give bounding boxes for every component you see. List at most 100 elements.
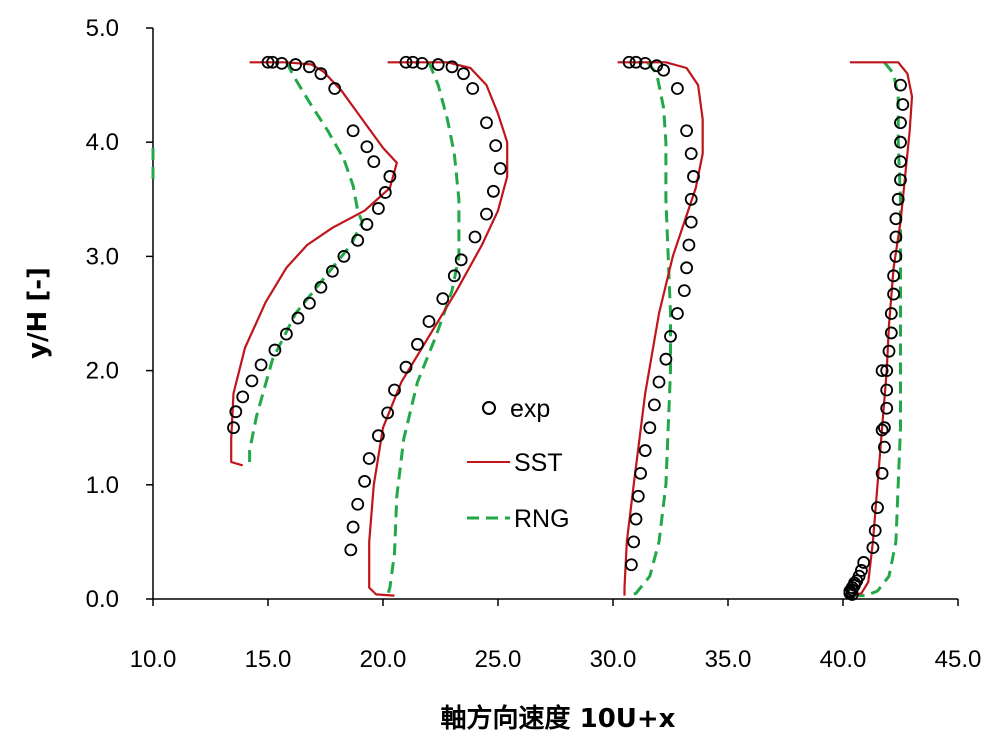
exp-point xyxy=(371,202,385,215)
exp-points-x=40 xyxy=(843,78,910,601)
exp-point xyxy=(314,280,328,294)
exp-point xyxy=(229,405,243,419)
exp-point xyxy=(687,170,700,183)
x-tick-label: 30.0 xyxy=(590,646,637,673)
exp-point xyxy=(367,155,381,169)
exp-point xyxy=(358,474,372,488)
legend-label-rng: RNG xyxy=(514,505,570,533)
exp-point xyxy=(388,383,401,397)
exp-point xyxy=(447,269,461,283)
exp-point xyxy=(431,58,445,71)
exp-point xyxy=(415,57,429,70)
x-axis-title: 軸方向速度 10U+x xyxy=(441,703,676,734)
x-tick-label: 35.0 xyxy=(705,646,752,673)
exp-point xyxy=(878,421,891,435)
exp-point xyxy=(351,497,365,511)
y-tick-label: 1.0 xyxy=(86,472,119,499)
exp-point xyxy=(638,444,652,457)
exp-point xyxy=(671,82,684,95)
exp-point xyxy=(245,374,259,388)
exp-point xyxy=(227,421,240,435)
exp-point xyxy=(371,429,385,443)
y-tick-label: 0.0 xyxy=(86,586,119,613)
y-axis-ticks: 0.0 1.0 2.0 3.0 4.0 5.0 xyxy=(86,15,153,613)
y-axis-title: y/H [-] xyxy=(23,267,53,359)
exp-point xyxy=(351,234,365,247)
exp-point xyxy=(454,253,468,267)
exp-point xyxy=(891,192,905,206)
exp-point xyxy=(868,524,882,537)
exp-point xyxy=(302,296,316,310)
exp-point xyxy=(882,344,896,358)
exp-point xyxy=(486,184,500,198)
exp-point xyxy=(291,311,305,325)
exp-point xyxy=(436,292,450,306)
exp-point xyxy=(857,556,871,569)
y-tick-label: 5.0 xyxy=(86,15,119,42)
exp-point xyxy=(289,58,303,71)
exp-point xyxy=(889,212,903,226)
exp-point xyxy=(680,124,693,138)
y-tick-label: 2.0 xyxy=(86,358,119,385)
exp-point xyxy=(878,440,891,454)
exp-point xyxy=(325,264,339,278)
exp-point xyxy=(659,352,673,366)
exp-point xyxy=(422,315,436,328)
exp-point xyxy=(360,218,374,231)
legend-label-sst: SST xyxy=(514,449,563,477)
exp-point xyxy=(399,360,413,374)
exp-point xyxy=(629,512,643,526)
x-tick-label: 15.0 xyxy=(245,646,292,673)
plot-series xyxy=(151,55,914,601)
exp-point xyxy=(399,55,413,69)
exp-point xyxy=(845,588,859,601)
exp-point xyxy=(445,60,459,74)
exp-point xyxy=(279,327,293,341)
exp-point xyxy=(383,170,397,183)
exp-point xyxy=(875,423,889,437)
exp-point xyxy=(346,124,360,138)
exp-point xyxy=(634,466,647,480)
x-tick-label: 10.0 xyxy=(130,646,177,673)
exp-point xyxy=(894,173,907,187)
exp-point xyxy=(457,67,470,81)
legend-marker-exp xyxy=(482,401,496,415)
exp-points-x=20 xyxy=(344,55,507,557)
exp-point xyxy=(261,55,275,69)
exp-point xyxy=(480,116,493,130)
sst-line-x=10 xyxy=(230,61,398,467)
exp-point xyxy=(406,55,420,69)
exp-point xyxy=(880,364,894,378)
sst-line-x=20 xyxy=(368,61,509,597)
exp-points-x=30 xyxy=(622,55,700,572)
exp-point xyxy=(266,55,280,69)
exp-point xyxy=(884,326,898,340)
exp-point xyxy=(236,390,250,404)
sst-line-x=30 xyxy=(617,61,704,596)
exp-point xyxy=(627,535,641,549)
exp-point xyxy=(468,230,482,244)
exp-point xyxy=(411,337,424,351)
exp-point xyxy=(894,78,907,92)
rng-line-x=40 xyxy=(856,61,902,598)
exp-point xyxy=(889,230,903,244)
exp-point xyxy=(880,383,894,397)
exp-point xyxy=(684,192,698,206)
exp-point xyxy=(362,452,376,465)
exp-point xyxy=(875,364,889,378)
exp-point xyxy=(677,284,691,298)
exp-point xyxy=(889,249,903,263)
exp-point xyxy=(314,67,328,81)
exp-point xyxy=(337,249,351,263)
exp-point xyxy=(631,489,645,503)
exp-point xyxy=(622,55,636,69)
exp-point xyxy=(684,215,698,229)
legend-label-exp: exp xyxy=(510,395,550,423)
exp-point xyxy=(855,564,868,577)
exp-point xyxy=(648,398,661,412)
exp-point xyxy=(381,406,395,420)
exp-point xyxy=(894,135,907,149)
exp-point xyxy=(887,287,900,301)
exp-points-x=10 xyxy=(227,55,397,435)
